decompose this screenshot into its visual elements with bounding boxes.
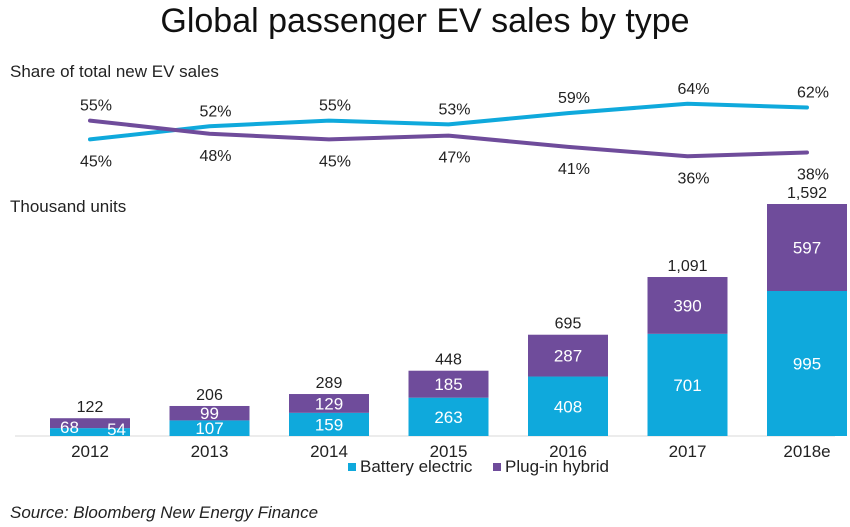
bar-battery-electric: [50, 428, 130, 436]
share-line-plug-in-hybrid: [88, 118, 809, 159]
share-label-lower: 48%: [199, 148, 231, 165]
bar-total-label: 1,592: [787, 185, 827, 202]
bar-value-plug-in-hybrid: 129: [315, 394, 343, 413]
legend-swatch-plug-in-hybrid: [493, 463, 501, 471]
bar-total-label: 1,091: [667, 258, 707, 275]
share-label-lower: 36%: [677, 170, 709, 187]
bar-battery-electric: [647, 333, 728, 436]
bar-total-label: 448: [435, 352, 462, 369]
bar-chart-title: Thousand units: [10, 197, 127, 216]
bar-total-label: 122: [77, 399, 104, 416]
chart-title: Global passenger EV sales by type: [160, 2, 690, 40]
bar-total-label: 289: [316, 375, 343, 392]
bar-battery-electric: [408, 397, 489, 436]
legend-swatch-battery-electric: [348, 463, 356, 471]
x-tick-label: 2016: [549, 442, 587, 461]
share-label-upper: 59%: [558, 90, 590, 107]
bar-value-battery-electric: 263: [434, 408, 462, 427]
bar-value-battery-electric: 408: [554, 397, 582, 416]
x-tick-label: 2013: [191, 442, 229, 461]
x-tick-label: 2014: [310, 442, 348, 461]
bar-value-battery-electric: 995: [793, 355, 821, 374]
bar-battery-electric: [289, 412, 369, 436]
bar-battery-electric: [767, 291, 847, 436]
bar-plug-in-hybrid: [50, 418, 130, 429]
bar-value-plug-in-hybrid: 99: [200, 404, 219, 423]
share-label-upper: 52%: [199, 103, 231, 120]
bar-plug-in-hybrid: [528, 334, 608, 377]
x-tick-label: 2015: [430, 442, 468, 461]
share-label-lower: 45%: [80, 153, 112, 170]
share-label-lower: 41%: [558, 161, 590, 178]
bar-value-plug-in-hybrid: 597: [793, 239, 821, 258]
share-label-upper: 53%: [438, 101, 470, 118]
bar-battery-electric: [528, 376, 608, 436]
bar-value-battery-electric: 107: [195, 419, 223, 438]
share-label-upper: 55%: [80, 98, 112, 115]
bar-plug-in-hybrid: [169, 405, 250, 421]
bar-total-label: 695: [555, 316, 582, 333]
bar-value-battery-electric: 701: [673, 376, 701, 395]
bar-value-plug-in-hybrid: 287: [554, 347, 582, 366]
legend-label-battery-electric: Battery electric: [360, 457, 473, 476]
bar-plug-in-hybrid: [408, 370, 489, 398]
bar-plug-in-hybrid: [289, 394, 369, 413]
bar-value-battery-electric: 54: [107, 420, 126, 439]
x-tick-label: 2012: [71, 442, 109, 461]
bar-plug-in-hybrid: [767, 204, 847, 291]
bar-plug-in-hybrid: [647, 277, 728, 334]
share-label-upper: 55%: [319, 98, 351, 115]
line-chart-title: Share of total new EV sales: [10, 62, 219, 81]
legend-label-plug-in-hybrid: Plug-in hybrid: [505, 457, 609, 476]
bar-battery-electric: [169, 420, 250, 436]
share-line-battery-electric: [88, 101, 809, 142]
bar-total-label: 206: [196, 387, 223, 404]
share-label-upper: 64%: [677, 81, 709, 98]
x-tick-label: 2017: [669, 442, 707, 461]
share-label-lower: 45%: [319, 153, 351, 170]
bar-value-plug-in-hybrid: 185: [434, 375, 462, 394]
bar-value-plug-in-hybrid: 390: [673, 296, 701, 315]
x-tick-label: 2018e: [783, 442, 830, 461]
share-label-upper: 62%: [797, 85, 829, 102]
bar-value-battery-electric: 159: [315, 415, 343, 434]
share-label-lower: 47%: [438, 150, 470, 167]
share-label-lower: 38%: [797, 167, 829, 184]
bar-value-plug-in-hybrid: 68: [60, 418, 79, 437]
source-note: Source: Bloomberg New Energy Finance: [10, 503, 319, 522]
